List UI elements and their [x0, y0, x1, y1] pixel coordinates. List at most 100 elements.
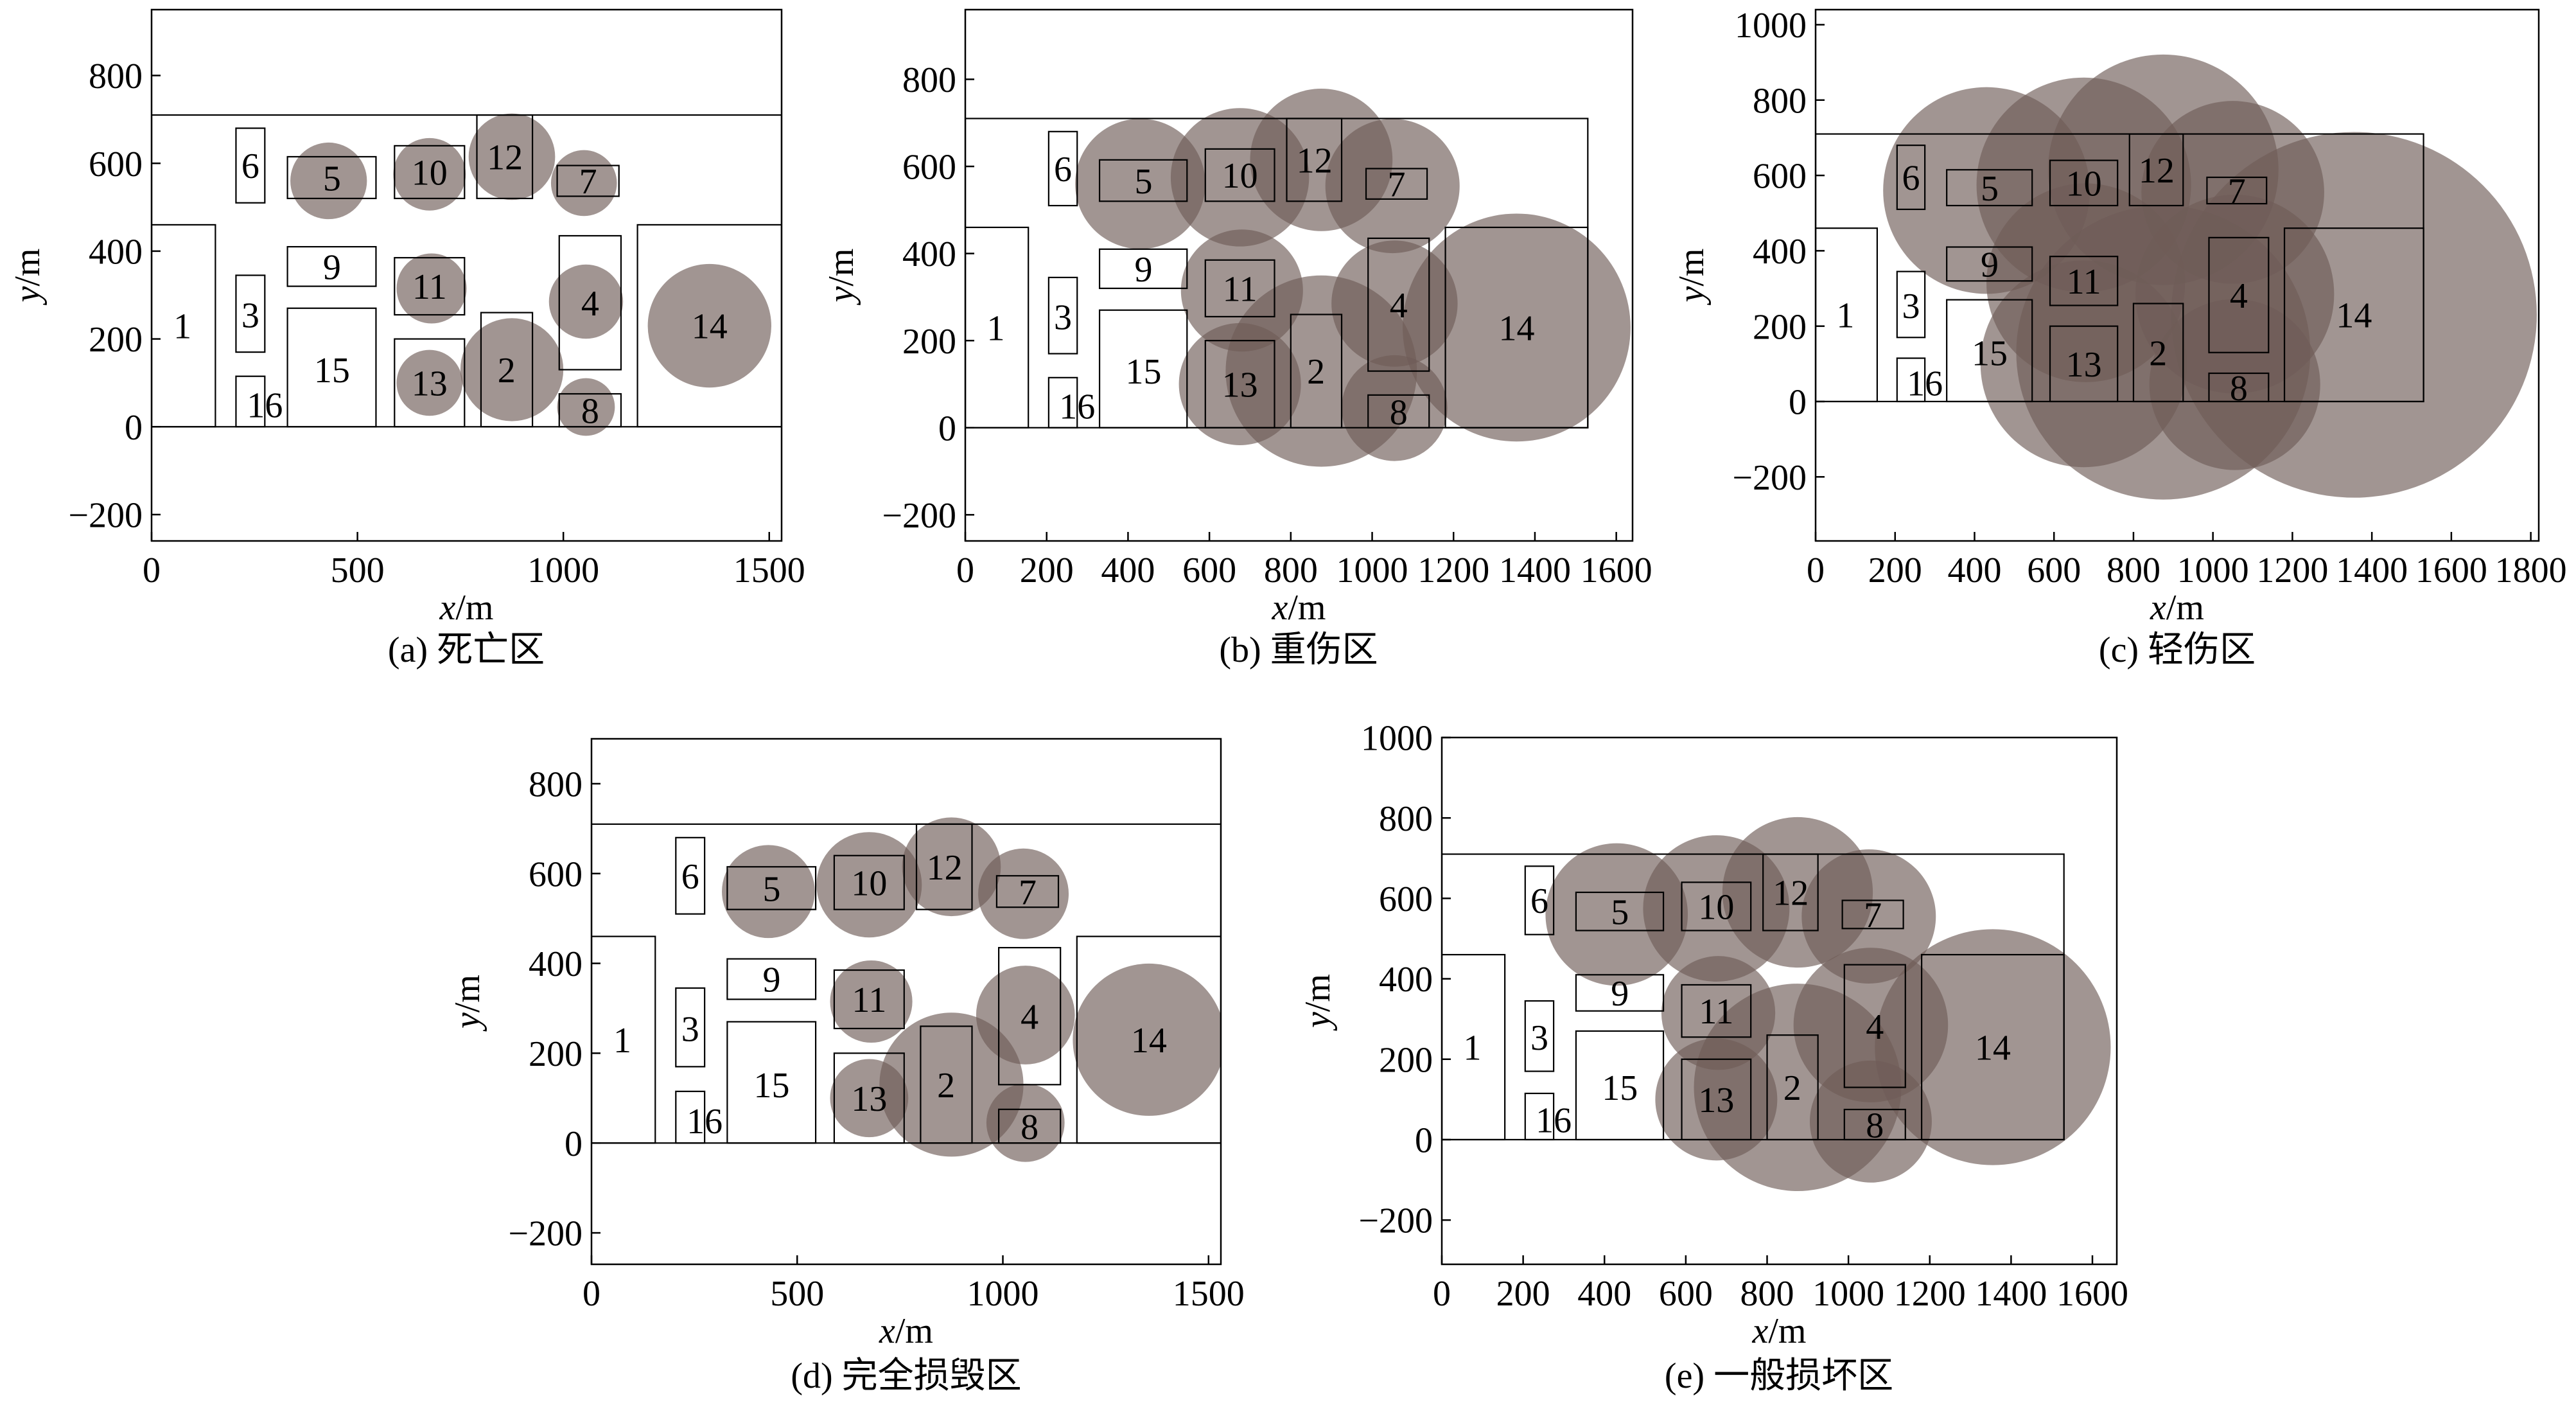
d-facility-label-8: 8	[1021, 1108, 1038, 1147]
c-facility-label-15: 15	[1972, 333, 2008, 373]
e-facility-label-1: 1	[1463, 1029, 1481, 1068]
c-ytick-label-600: 600	[1753, 157, 1807, 197]
c-facility-label-2: 2	[2149, 333, 2167, 373]
d-facility-label-14: 14	[1131, 1021, 1167, 1061]
c-facility-label-5: 5	[1981, 169, 1999, 209]
e-x-axis-label-var: x	[1752, 1311, 1769, 1351]
c-ytick-label--200: −200	[1732, 458, 1807, 498]
c-xtick-label-1800: 1800	[2495, 551, 2567, 590]
e-ytick-label-800: 800	[1379, 799, 1433, 839]
e-ytick-label-600: 600	[1379, 879, 1433, 919]
a-facility-label-2: 2	[498, 351, 516, 391]
b-facility-10	[1204, 148, 1275, 202]
b-facility-6	[1047, 130, 1078, 207]
c-xtick-label-1000: 1000	[2177, 551, 2249, 590]
d-facility-6	[675, 836, 706, 915]
c-facility-2	[2132, 303, 2184, 403]
e-facility-label-16: 16	[1536, 1100, 1572, 1140]
e-facility-12	[1762, 853, 1819, 932]
c-circle-8	[2149, 299, 2320, 470]
d-facility-1	[591, 935, 656, 1144]
a-circle-5	[290, 142, 367, 220]
d-facility-7	[995, 875, 1060, 908]
e-facility-8	[1843, 1108, 1906, 1141]
e-facility-5	[1575, 891, 1665, 932]
d-facility-3	[675, 987, 706, 1068]
a-circle-10	[393, 137, 466, 211]
a-facility-label-5: 5	[323, 159, 341, 199]
e-facility-label-8: 8	[1866, 1106, 1884, 1145]
a-facility-13	[394, 338, 466, 428]
a-xtick-label-500: 500	[331, 551, 385, 590]
c-facility-label-3: 3	[1902, 287, 1920, 326]
e-x-axis-label-unit: /m	[1768, 1311, 1806, 1351]
c-facility-10	[2049, 159, 2119, 207]
b-ytick-label-200: 200	[902, 322, 956, 362]
b-ytick-label-400: 400	[902, 234, 956, 274]
b-facility-16	[1047, 376, 1078, 429]
e-facility-label-3: 3	[1530, 1018, 1548, 1058]
a-facility-5	[286, 155, 377, 199]
d-xtick-label-500: 500	[770, 1274, 824, 1314]
c-facility-12	[2128, 133, 2184, 207]
d-facility-label-1: 1	[613, 1021, 631, 1061]
e-facility-label-10: 10	[1698, 888, 1734, 928]
b-xtick-label-1600: 1600	[1581, 551, 1652, 590]
b-facility-label-9: 9	[1134, 250, 1152, 290]
e-facility-label-12: 12	[1773, 874, 1809, 914]
c-ytick-label-0: 0	[1789, 383, 1807, 423]
a-facility-8	[558, 393, 622, 428]
c-facility-label-16: 16	[1907, 364, 1943, 403]
a-x-axis-label: x/m	[439, 588, 494, 628]
c-ytick-label-400: 400	[1753, 232, 1807, 272]
c-facility-label-11: 11	[2067, 262, 2101, 302]
b-facility-11	[1204, 259, 1275, 317]
d-x-axis-label: x/m	[879, 1311, 933, 1351]
c-facility-label-12: 12	[2139, 151, 2175, 191]
c-facility-11	[2049, 256, 2119, 306]
d-facility-label-10: 10	[851, 863, 887, 903]
b-circle-5	[1075, 118, 1205, 249]
c-facility-16	[1896, 357, 1926, 403]
a-x-axis-label-unit: /m	[455, 588, 493, 628]
b-x-axis-label: x/m	[1272, 588, 1326, 628]
c-facility-9	[1946, 246, 2033, 282]
a-y-axis-label-unit: /m	[8, 249, 48, 287]
e-facility-13	[1681, 1058, 1752, 1141]
d-x-axis-label-unit: /m	[895, 1311, 933, 1351]
a-facility-label-9: 9	[323, 247, 341, 287]
b-ytick-label-0: 0	[938, 409, 956, 448]
a-facility-label-3: 3	[241, 296, 259, 336]
a-facility-14	[636, 224, 782, 428]
d-circle-12	[902, 817, 1001, 917]
e-xtick-label-800: 800	[1740, 1274, 1794, 1314]
b-xtick-label-1000: 1000	[1336, 551, 1408, 590]
a-facility-label-8: 8	[581, 392, 599, 432]
d-facility-10	[833, 854, 905, 910]
a-facility-label-10: 10	[412, 153, 448, 193]
d-facility-label-11: 11	[852, 980, 886, 1020]
a-ytick-label-400: 400	[89, 233, 143, 272]
e-circle-8	[1809, 1060, 1932, 1183]
c-xtick-label-1200: 1200	[2256, 551, 2328, 590]
d-facility-label-16: 16	[687, 1102, 723, 1142]
d-facility-label-13: 13	[851, 1079, 887, 1119]
a-ytick-label-600: 600	[89, 145, 143, 184]
b-facility-label-12: 12	[1297, 141, 1333, 181]
e-facility-label-2: 2	[1783, 1068, 1801, 1108]
b-ytick-label--200: −200	[882, 496, 956, 536]
d-site-boundary	[591, 823, 1221, 1144]
a-facility-2	[480, 312, 534, 428]
b-xtick-label-600: 600	[1182, 551, 1236, 590]
d-facility-label-9: 9	[763, 960, 781, 1000]
d-ytick-label--200: −200	[508, 1214, 583, 1254]
a-xtick-label-1000: 1000	[527, 551, 599, 590]
d-facility-5	[726, 866, 817, 910]
c-facility-7	[2206, 176, 2268, 205]
a-circle-12	[468, 113, 556, 200]
e-facility-3	[1524, 1000, 1555, 1072]
a-facility-label-14: 14	[692, 307, 728, 347]
e-facility-9	[1575, 974, 1665, 1012]
